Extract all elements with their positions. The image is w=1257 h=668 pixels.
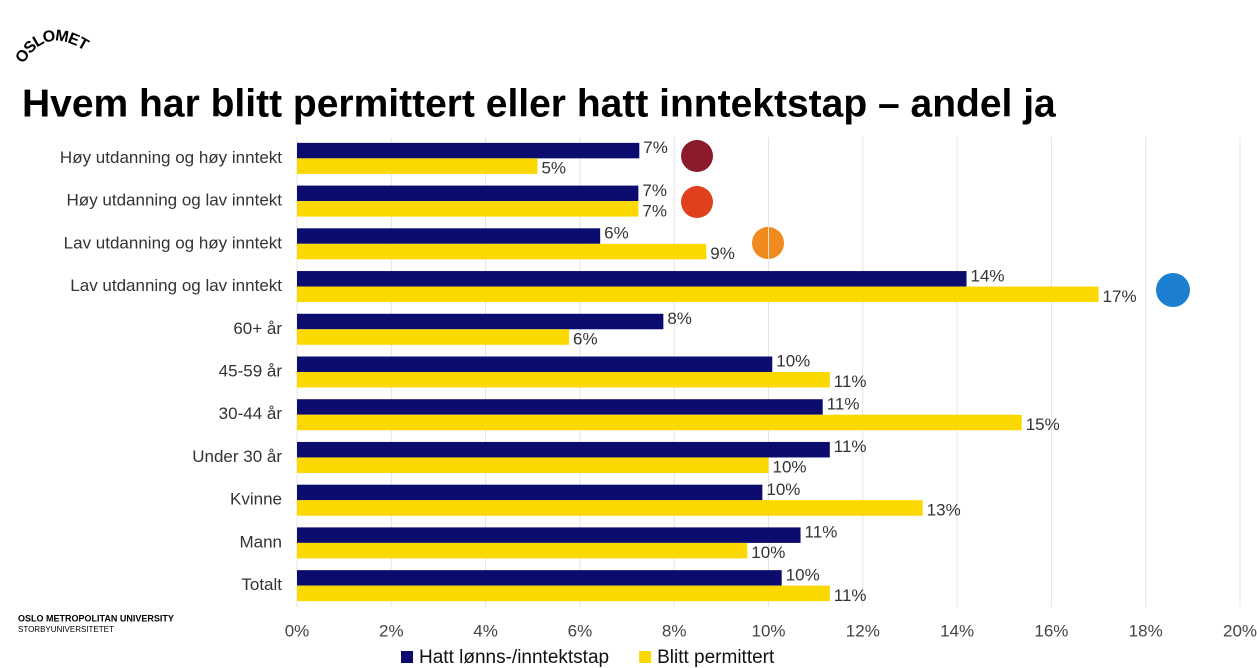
x-tick-label: 14% [940, 621, 974, 640]
bar [297, 441, 830, 458]
bar [297, 228, 601, 244]
x-tick-label: 4% [473, 621, 498, 640]
bar [297, 243, 707, 260]
legend-swatch [401, 651, 413, 663]
value-label: 10% [776, 352, 810, 371]
x-tick-label: 6% [568, 621, 593, 640]
legend-swatch [639, 651, 652, 663]
x-tick-label: 18% [1129, 621, 1163, 640]
y-tick-label: Kvinne [230, 490, 282, 509]
value-label: 15% [1026, 415, 1060, 434]
bar [297, 542, 748, 559]
bar [297, 457, 769, 473]
bar [297, 484, 763, 501]
value-label: 11% [827, 394, 860, 413]
value-label: 11% [834, 437, 867, 456]
y-tick-label: 60+ år [233, 319, 282, 338]
y-tick-label: 45-59 år [219, 361, 283, 380]
bar [297, 271, 967, 287]
y-tick-label: Under 30 år [192, 447, 282, 466]
value-label: 8% [667, 309, 692, 328]
icon [681, 140, 713, 172]
value-label: 5% [541, 159, 566, 178]
y-tick-label: Høy utdanning og høy inntekt [60, 148, 282, 167]
bar [297, 372, 830, 388]
y-tick-label: 30-44 år [219, 404, 283, 423]
x-tick-label: 8% [662, 621, 687, 640]
x-tick-label: 10% [751, 621, 785, 640]
value-label: 6% [604, 224, 629, 243]
value-label: 9% [710, 244, 735, 263]
value-label: 10% [751, 543, 785, 562]
bar [297, 414, 1022, 431]
logo: OSLOMET [13, 28, 92, 67]
bar [297, 399, 823, 415]
value-label: 6% [573, 330, 598, 349]
value-label: 10% [773, 458, 807, 477]
value-label: 10% [766, 480, 800, 499]
bar [297, 356, 773, 372]
bar [297, 185, 639, 202]
value-label: 10% [786, 565, 820, 584]
x-tick-label: 12% [846, 621, 880, 640]
footer-subtitle: STORBYUNIVERSITETET [18, 625, 114, 634]
icons [681, 140, 1190, 307]
footer-university: OSLO METROPOLITAN UNIVERSITY [18, 613, 174, 623]
x-tick-label: 16% [1034, 621, 1068, 640]
bar [297, 201, 639, 217]
x-tick-label: 2% [379, 621, 404, 640]
value-label: 11% [834, 586, 867, 605]
legend-label: Blitt permittert [657, 647, 775, 668]
x-tick-label: 0% [285, 621, 310, 640]
bar [297, 585, 830, 602]
icon [681, 186, 713, 218]
bar [297, 158, 538, 174]
value-label: 11% [805, 523, 838, 542]
chart-title: Hvem har blitt permittert eller hatt inn… [22, 82, 1056, 125]
bar [297, 286, 1099, 303]
y-tick-label: Lav utdanning og lav inntekt [70, 276, 282, 295]
value-label: 13% [927, 500, 961, 519]
value-label: 14% [971, 266, 1005, 285]
y-tick-label: Mann [239, 532, 282, 551]
icon [1156, 273, 1190, 307]
y-tick-label: Høy utdanning og lav inntekt [67, 191, 283, 210]
bar [297, 570, 782, 586]
bar [297, 527, 801, 543]
value-label: 7% [643, 138, 668, 157]
value-label: 11% [834, 372, 867, 391]
bar [297, 142, 640, 159]
y-tick-label: Totalt [241, 575, 282, 594]
bar [297, 313, 664, 330]
logo-text: OSLOMET [13, 28, 92, 67]
bar [297, 500, 923, 516]
x-tick-label: 20% [1223, 621, 1257, 640]
legend-label: Hatt lønns-/inntektstap [419, 647, 609, 668]
y-tick-label: Lav utdanning og høy inntekt [64, 233, 283, 252]
value-label: 17% [1103, 287, 1137, 306]
value-label: 7% [642, 181, 667, 200]
bar [297, 329, 570, 345]
value-label: 7% [642, 201, 667, 220]
